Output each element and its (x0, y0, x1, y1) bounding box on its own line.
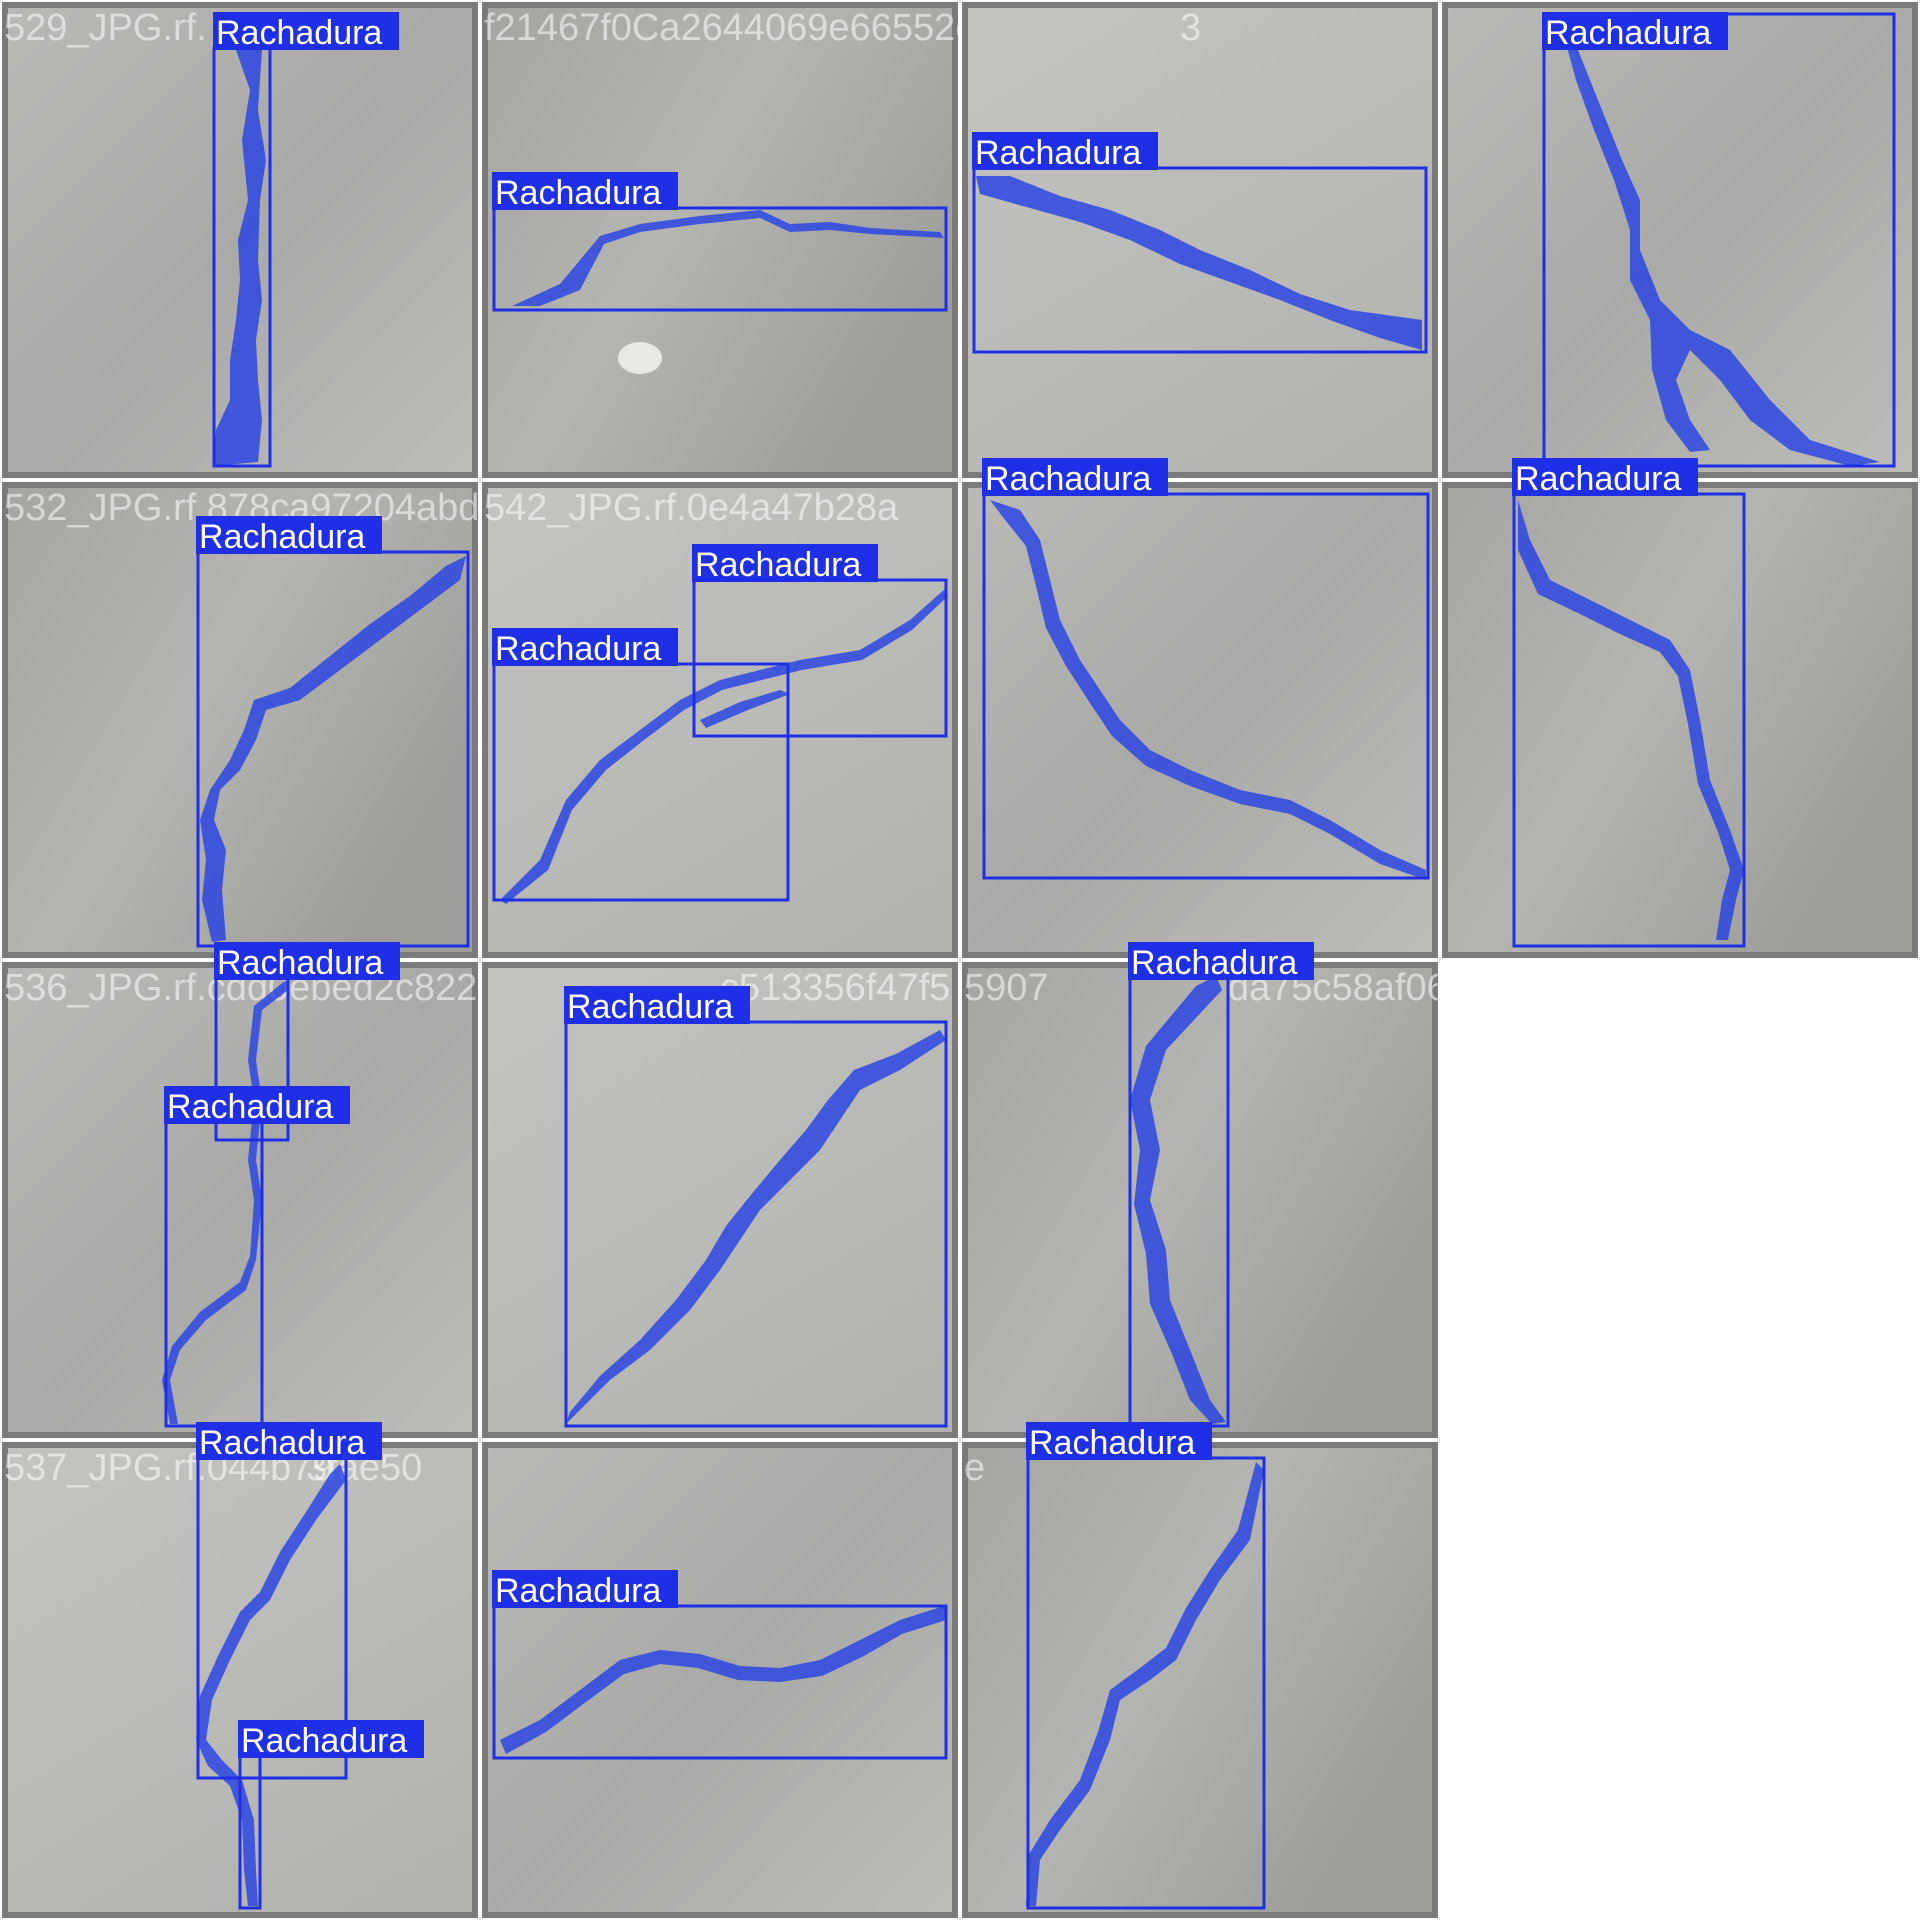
crack-mask (196, 1464, 346, 1906)
tile-r1-c3: Rachadura (1442, 458, 1918, 958)
crack-mask (990, 500, 1426, 880)
tile-r0-c1: f21467f0Ca2644069e66552e Rachadura (482, 2, 976, 478)
label-bg (492, 172, 678, 210)
detection-label: Rachadura (495, 1572, 661, 1610)
tile-r0-c2: 3 Rachadura (962, 2, 1438, 478)
crack-mask (1130, 976, 1226, 1424)
crack-mask (976, 176, 1422, 350)
detection-label: Rachadura (495, 174, 661, 212)
label-bg (1542, 12, 1728, 50)
crack-mask (200, 556, 466, 942)
detection-label: Rachadura (1515, 460, 1681, 498)
detection-label: Rachadura (1545, 14, 1711, 52)
crack-mask (1518, 500, 1744, 940)
label-bg (982, 458, 1168, 496)
tile-r3-c0: 537_JPG.rf.044b79 3fae50 Rachadura Racha… (2, 1422, 478, 1918)
filename-label: 5907 (964, 967, 1049, 1009)
tile-r0-c0: 529_JPG.rf. Rachadura (2, 2, 478, 478)
filename-label: 542_JPG.rf.0e4a47b28a (484, 487, 899, 529)
tile-r2-c2: 5907 da75c58af06b8595d Rachadura (962, 942, 1575, 1438)
crack-mask (500, 1606, 946, 1754)
filename-label: c513356f47f5 (720, 967, 950, 1009)
tile-r1-c1: 542_JPG.rf.0e4a47b28a Rachadura Rachadur… (482, 482, 958, 958)
detection-label: Rachadura (216, 14, 382, 52)
detection-label: Rachadura (217, 944, 383, 982)
crack-mask (512, 210, 944, 306)
label-bg (492, 628, 678, 666)
filename-label: 529_JPG.rf. (4, 7, 207, 49)
bounding-box (982, 492, 1430, 880)
detection-label: Rachadura (985, 460, 1151, 498)
crack-mask (214, 40, 266, 466)
label-bg (196, 1422, 382, 1460)
bounding-box (972, 166, 1428, 354)
label-bg (972, 132, 1158, 170)
crack-mask (1026, 1462, 1264, 1906)
label-bg (213, 12, 399, 50)
bounding-box (564, 1020, 948, 1428)
tile-r1-c2: Rachadura (962, 458, 1438, 958)
tile-r3-c2: e 7e0dbb9a4cd3f53a Rachadura (962, 1422, 1774, 1918)
filename-label: 7e0dbb9a4cd3f53a (1448, 1447, 1774, 1489)
detection-label: Rachadura (1131, 944, 1297, 982)
label-bg (214, 942, 400, 980)
filename-label: 3 (1180, 7, 1201, 49)
tile-r3-c1: Rachadura (482, 1442, 958, 1918)
detection-label: Rachadura (495, 630, 661, 668)
label-bg (1026, 1422, 1212, 1460)
crack-mask (1560, 22, 1880, 466)
detection-label: Rachadura (199, 1424, 365, 1462)
tile-r1-c0: 532_JPG.rf.878ca97204abd Rachadura (2, 482, 479, 958)
tile-r2-c1: c513356f47f5 Rachadura (482, 962, 958, 1438)
label-bg (692, 544, 878, 582)
crack-mask (700, 690, 790, 728)
tile-r0-c3: Rachadura (1442, 2, 1918, 478)
label-bg (492, 1570, 678, 1608)
bounding-box (492, 1604, 948, 1760)
detection-label: Rachadura (695, 546, 861, 584)
detection-label: Rachadura (241, 1722, 407, 1760)
label-bg (238, 1720, 424, 1758)
detection-label: Rachadura (975, 134, 1141, 172)
detection-label: Rachadura (567, 988, 733, 1026)
paint-spot (618, 342, 662, 374)
label-bg (1128, 942, 1314, 980)
detection-label: Rachadura (199, 518, 365, 556)
crack-mask (500, 588, 948, 904)
label-bg (196, 516, 382, 554)
bounding-box (492, 206, 948, 312)
label-bg (164, 1086, 350, 1124)
filename-label: e (964, 1447, 985, 1489)
label-bg (564, 986, 750, 1024)
label-bg (1512, 458, 1698, 496)
detection-label: Rachadura (167, 1088, 333, 1126)
detection-label: Rachadura (1029, 1424, 1195, 1462)
filename-label: f21467f0Ca2644069e66552e (484, 7, 976, 49)
crack-mask (566, 1030, 946, 1424)
tile-r2-c0: 536_JPG.rf.cdd0ebed2c822 Rachadura Racha… (2, 942, 478, 1438)
